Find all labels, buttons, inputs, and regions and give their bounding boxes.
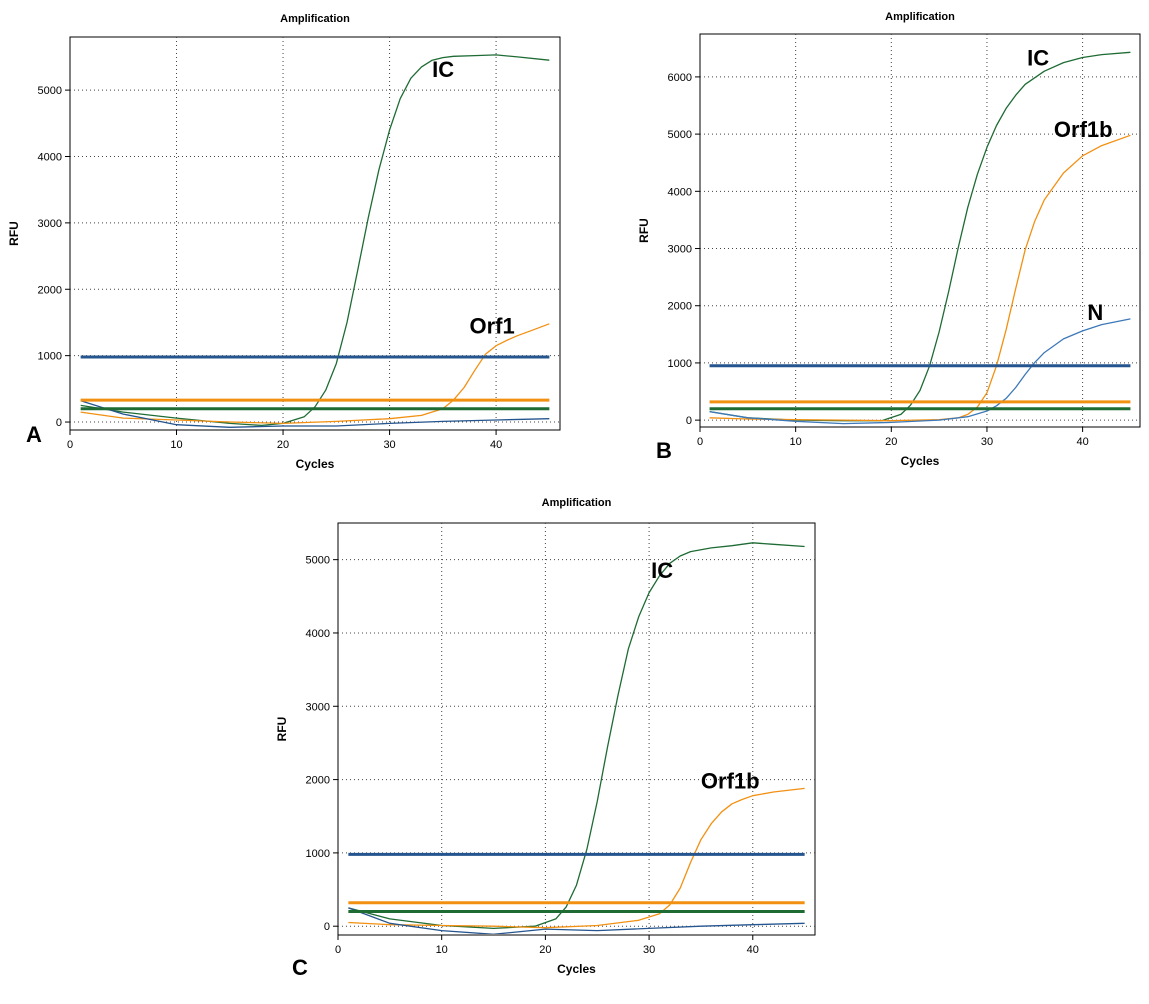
x-tick-label: 30 [383,439,395,451]
panel-letter: A [26,422,42,447]
baseline-curve [348,907,805,934]
y-tick-label: 0 [56,417,62,429]
curve-label-orf1b: Orf1b [1054,117,1113,142]
y-tick-label: 2000 [38,284,62,296]
y-tick-label: 5000 [668,129,692,141]
x-tick-label: 0 [67,439,73,451]
y-tick-label: 4000 [38,151,62,163]
curve-label-orf1: Orf1 [469,314,514,339]
x-tick-label: 40 [747,944,759,956]
x-tick-label: 20 [885,436,897,448]
plot-frame [337,522,816,936]
series-group [709,51,1131,425]
y-tick-label: 3000 [306,701,330,713]
y-tick-label: 5000 [38,85,62,97]
y-tick-label: 4000 [306,628,330,640]
chart-title: Amplification [885,11,955,23]
x-tick-label: 0 [697,436,703,448]
x-tick-label: 20 [539,944,551,956]
curve-label-ic: IC [432,57,454,82]
x-tick-label: 10 [436,944,448,956]
x-tick-label: 40 [490,439,502,451]
y-tick-label: 1000 [38,351,62,363]
curve-label-n: N [1087,300,1103,325]
x-tick-label: 30 [643,944,655,956]
y-axis-label: RFU [7,221,21,246]
panel-letter: B [656,438,672,463]
amplification-panel-a: 0 10 20 30 40 0 1000 2000 3000 4000 5000 Amplificat… [7,13,561,471]
y-axis-label: RFU [637,218,651,243]
x-tick-label: 10 [170,439,182,451]
x-axis-label: Cycles [557,962,596,976]
amplification-panel-b: 0 10 20 30 40 0 1000 2000 3000 4000 5000 6000 Amplif… [637,11,1141,468]
curve-label-ic: IC [1027,45,1049,70]
amplification-panel-c: 0 10 20 30 40 0 1000 2000 3000 4000 5000 Amplificat… [275,497,816,980]
curve-orf1b [709,134,1131,422]
y-tick-label: 4000 [668,186,692,198]
curve-label-orf1b: Orf1b [701,768,760,793]
plot-frame [69,36,561,431]
y-tick-label: 0 [324,921,330,933]
panel-letter: C [292,955,308,980]
y-tick-label: 1000 [306,848,330,860]
series-group [80,54,550,428]
series-group [348,542,805,934]
chart-title: Amplification [280,13,350,25]
x-tick-label: 0 [335,944,341,956]
plot-frame [699,33,1141,428]
curve-ic [80,54,550,427]
y-tick-label: 5000 [306,555,330,567]
x-axis-label: Cycles [901,454,940,468]
y-tick-label: 3000 [668,244,692,256]
x-tick-label: 30 [981,436,993,448]
y-axis-label: RFU [275,717,289,742]
y-tick-label: 6000 [668,72,692,84]
curve-label-ic: IC [651,558,673,583]
y-tick-label: 1000 [668,358,692,370]
x-tick-label: 10 [790,436,802,448]
y-tick-label: 2000 [306,775,330,787]
x-tick-label: 20 [277,439,289,451]
y-tick-label: 3000 [38,218,62,230]
chart-title: Amplification [542,497,612,509]
x-tick-label: 40 [1076,436,1088,448]
y-tick-label: 0 [686,415,692,427]
x-axis-label: Cycles [296,457,335,471]
curve-orf1b [348,787,805,929]
y-tick-label: 2000 [668,301,692,313]
baseline-curve [80,400,550,428]
